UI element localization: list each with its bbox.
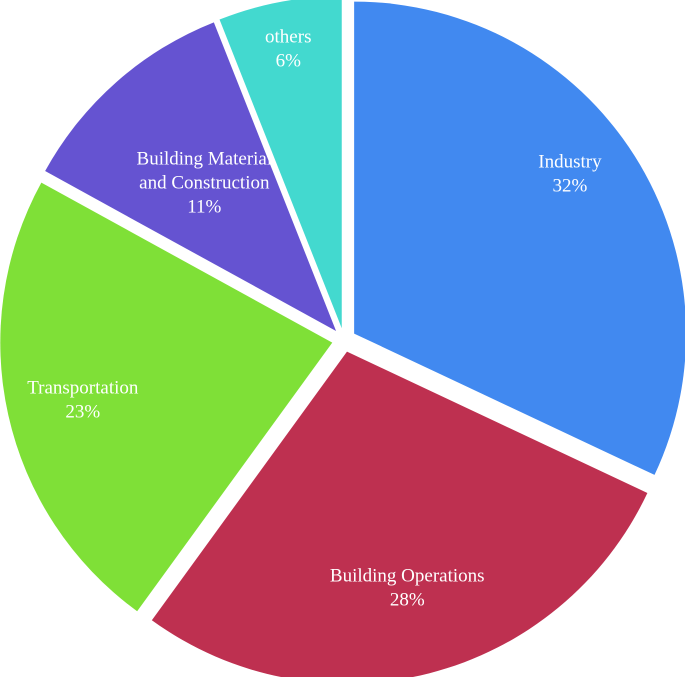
pie-label-industry: Industry 32% [538, 152, 602, 197]
pie-slice-industry [354, 1, 685, 475]
pie-label-percent: 32% [553, 176, 588, 197]
pie-label-others: others 6% [265, 27, 311, 72]
pie-label-name: others [265, 27, 311, 48]
pie-label-percent: 6% [276, 51, 302, 72]
pie-label-name: and Construction [139, 173, 270, 194]
pie-label-building-material-and-construction: Building Material and Construction 11% [137, 149, 273, 218]
pie-slice-building-operations [151, 351, 648, 677]
pie-label-name: Building Operations [330, 565, 485, 586]
pie-label-percent: 28% [390, 589, 425, 610]
pie-label-name: Building Material [137, 149, 273, 170]
pie-label-percent: 11% [187, 197, 221, 218]
pie-label-building-operations: Building Operations 28% [330, 565, 485, 610]
pie-label-percent: 23% [65, 401, 100, 422]
pie-slice-transportation [0, 182, 333, 612]
pie-slice-building-material-and-construction [45, 22, 337, 331]
pie-slice-others [219, 0, 342, 329]
pie-label-transportation: Transportation 23% [27, 377, 139, 422]
pie-labels: Industry 32% Building Operations 28% Transpo… [27, 27, 602, 611]
pie-label-name: Industry [538, 152, 602, 173]
pie-label-name: Transportation [27, 377, 139, 398]
